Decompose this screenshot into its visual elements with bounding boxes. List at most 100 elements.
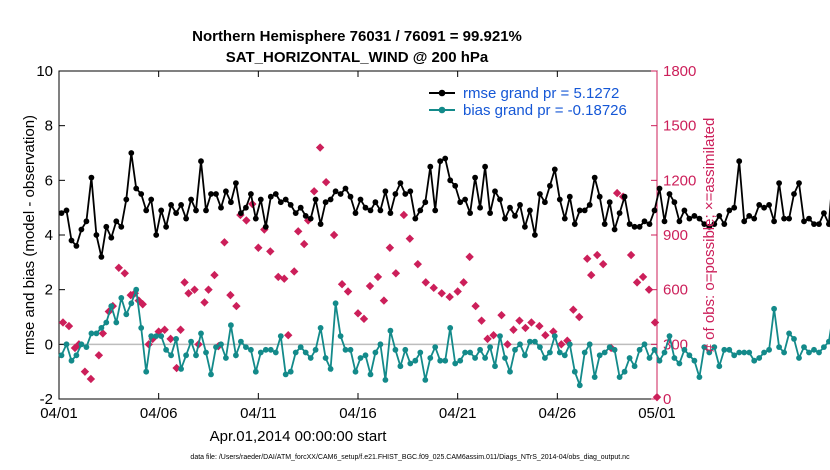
rmse-point xyxy=(611,226,618,233)
bias-point xyxy=(756,355,763,361)
y2-tick-label: 1500 xyxy=(663,118,696,135)
obs-assimilated-point xyxy=(445,292,454,302)
bias-point xyxy=(297,344,304,350)
bias-point xyxy=(781,349,787,356)
bias-point xyxy=(233,352,239,359)
rmse-point xyxy=(377,207,384,214)
rmse-point xyxy=(88,174,95,181)
rmse-point xyxy=(811,221,817,228)
rmse-point xyxy=(332,188,339,195)
bias-point xyxy=(796,355,802,361)
bias-point xyxy=(472,355,478,361)
bias-point xyxy=(716,363,723,370)
rmse-point xyxy=(297,204,304,211)
y-tick-label: 6 xyxy=(45,172,53,189)
bias-point xyxy=(178,366,185,372)
rmse-point xyxy=(427,163,434,170)
rmse-point xyxy=(502,215,508,222)
bias-point xyxy=(427,355,434,361)
bias-point xyxy=(88,330,95,337)
rmse-point xyxy=(337,191,344,197)
bias-point xyxy=(138,325,145,331)
obs-assimilated-point xyxy=(413,259,422,269)
bias-point xyxy=(721,346,728,353)
rmse-point xyxy=(492,188,498,195)
bias-point xyxy=(337,333,344,339)
bias-point xyxy=(262,346,269,353)
bias-point xyxy=(183,352,190,359)
y2-tick-label: 0 xyxy=(663,391,671,408)
obs-assimilated-point xyxy=(184,289,193,298)
rmse-point xyxy=(736,158,743,165)
rmse-point xyxy=(447,177,454,184)
obs-assimilated-point xyxy=(638,272,648,282)
bias-point xyxy=(417,349,424,356)
rmse-point xyxy=(267,193,274,200)
bias-point xyxy=(243,344,249,350)
rmse-point xyxy=(387,210,394,217)
bias-point xyxy=(392,346,399,353)
rmse-point xyxy=(561,215,568,222)
rmse-point xyxy=(442,155,449,162)
obs-assimilated-point xyxy=(489,331,498,340)
rmse-point xyxy=(646,221,653,228)
bias-point xyxy=(821,344,827,350)
bias-point xyxy=(696,374,703,380)
rmse-point xyxy=(716,213,723,219)
series-group xyxy=(58,143,830,402)
rmse-point xyxy=(158,207,165,214)
bias-point xyxy=(452,360,459,367)
rmse-point xyxy=(527,207,533,214)
rmse-point xyxy=(277,199,284,206)
x-tick-label: 04/11 xyxy=(240,405,276,422)
obs-assimilated-point xyxy=(242,216,251,225)
bias-point xyxy=(666,333,673,339)
bias-point xyxy=(517,341,523,348)
bias-point xyxy=(68,357,75,364)
bias-point xyxy=(377,341,384,348)
rmse-point xyxy=(482,163,488,170)
rmse-point xyxy=(73,243,80,249)
obs-assimilated-point xyxy=(541,331,550,340)
rmse-point xyxy=(487,210,493,217)
rmse-point xyxy=(566,193,573,200)
rmse-point xyxy=(711,221,718,228)
rmse-point xyxy=(671,199,678,206)
obs-assimilated-point xyxy=(477,316,486,325)
obs-assimilated-point xyxy=(138,300,147,309)
rmse-point xyxy=(357,196,364,203)
bias-point xyxy=(591,374,598,380)
rmse-point xyxy=(686,215,693,222)
x-axis-label: Apr.01,2014 00:00:00 start xyxy=(210,428,388,445)
obs-assimilated-point xyxy=(515,316,524,325)
bias-point xyxy=(327,366,334,372)
bias-point xyxy=(691,357,698,364)
rmse-point xyxy=(467,210,473,217)
bias-point xyxy=(108,303,115,309)
y2-tick-label: 1800 xyxy=(663,63,696,80)
obs-assimilated-point xyxy=(535,321,544,331)
rmse-point xyxy=(766,202,772,208)
rmse-point xyxy=(372,199,379,206)
bias-point xyxy=(322,355,329,361)
x-axis-ticks: 04/01 04/06 04/11 04/16 04/21 04/26 05/01 xyxy=(40,71,676,422)
rmse-point xyxy=(472,174,478,181)
rmse-line xyxy=(61,152,830,258)
x-tick-label: 04/26 xyxy=(539,405,577,422)
bias-point xyxy=(462,349,468,356)
obs-assimilated-point xyxy=(294,227,303,236)
obs-assimilated-point xyxy=(166,334,175,344)
legend-rmse-marker xyxy=(438,89,446,97)
bias-point xyxy=(312,346,319,353)
bias-point xyxy=(103,319,110,326)
obs-assimilated-point xyxy=(497,310,506,320)
rmse-point xyxy=(208,191,214,197)
bias-point xyxy=(203,349,209,356)
rmse-point xyxy=(776,180,782,187)
rmse-point xyxy=(477,204,483,211)
legend: rmse grand pr = 5.1272 bias grand pr = -… xyxy=(424,78,651,122)
obs-assimilated-point xyxy=(232,301,241,311)
rmse-point xyxy=(806,215,812,222)
rmse-point xyxy=(292,210,299,217)
